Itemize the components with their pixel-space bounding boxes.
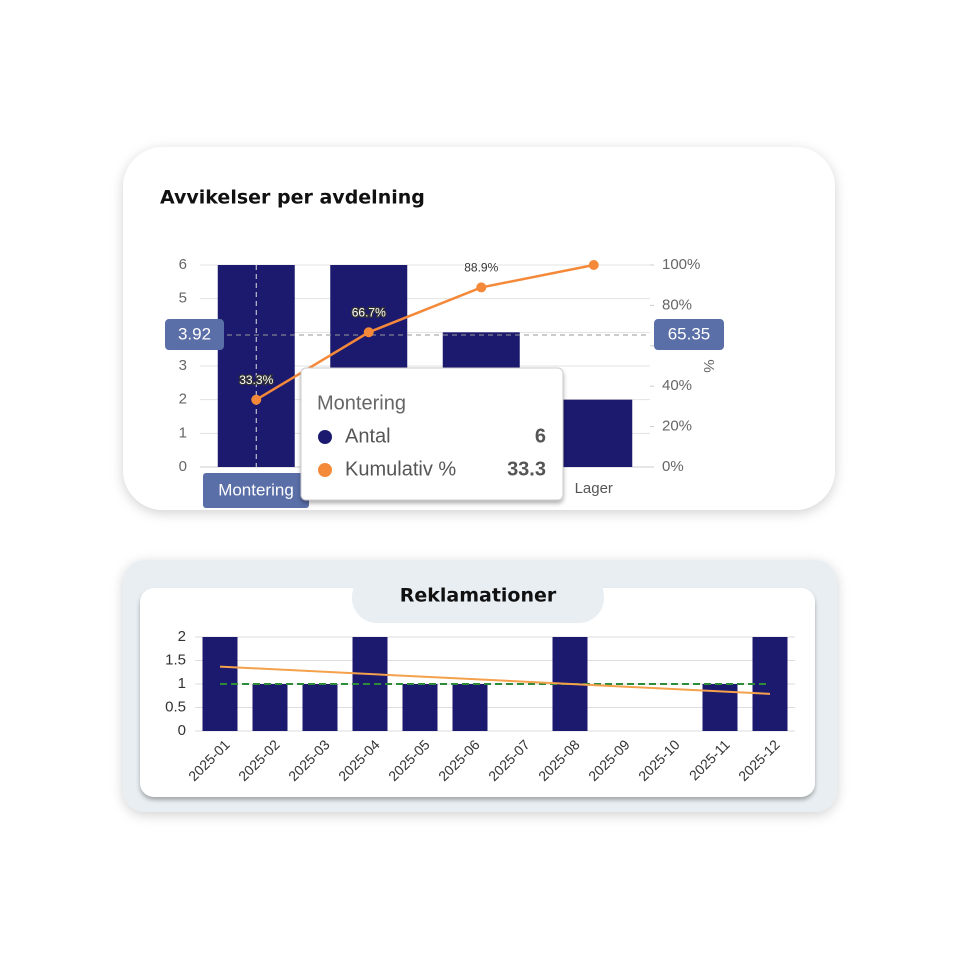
point: [588, 260, 599, 270]
bar: [252, 684, 288, 731]
y2-tick-label: 80%: [662, 296, 692, 313]
crosshair-label-box: [654, 319, 724, 351]
y-tick-label: 0: [178, 722, 186, 739]
bar: [402, 684, 438, 731]
point: [476, 282, 487, 293]
data-label: 88.9%: [464, 261, 498, 275]
data-label: 33.3%: [239, 373, 273, 387]
point: [251, 394, 262, 405]
data-label: 66.7%: [352, 305, 386, 319]
chart-title: Avvikelser per avdelning: [160, 187, 425, 209]
bar: [302, 684, 338, 731]
y-tick-label: 0.5: [165, 698, 186, 715]
y2-tick-label: 20%: [662, 418, 692, 435]
y-tick-label: 0: [179, 458, 187, 475]
tooltip-value: 6: [535, 425, 546, 447]
y2-axis-label: %: [700, 359, 717, 372]
y-tick-label: 1.5: [165, 651, 186, 668]
y-tick-label: 2: [178, 628, 186, 645]
title-tab: [352, 572, 604, 623]
y-tick-label: 1: [179, 424, 187, 441]
crosshair-label-box: [165, 319, 224, 351]
crosshair-y2-label: 65.35: [668, 325, 711, 344]
y-tick-label: 3: [179, 357, 187, 374]
data-label: 100%: [578, 238, 609, 252]
x-tick-label: Montering: [218, 480, 294, 499]
chart-title: Reklamationer: [400, 585, 557, 607]
tooltip-series-name: Kumulativ %: [345, 458, 456, 480]
tooltip-value: 33.3: [507, 458, 546, 480]
overlay-1: 01234560%20%40%60%80%100%%3.9265.35Monte…: [165, 256, 724, 508]
y2-tick-label: 0%: [662, 458, 684, 475]
line: [255, 263, 594, 401]
tooltip-title: Montering: [317, 392, 406, 414]
y-tick-label: 5: [179, 290, 187, 307]
point: [363, 327, 374, 338]
crosshair-y-label: 3.92: [178, 325, 211, 344]
y-tick-label: 6: [179, 256, 187, 273]
y2-tick-label: 40%: [662, 377, 692, 394]
tooltip-series-name: Antal: [345, 425, 391, 447]
tooltip: [300, 367, 564, 501]
tooltip-marker: [318, 463, 332, 477]
bar: [452, 684, 488, 731]
category-highlight: [203, 473, 309, 508]
bar: [555, 399, 633, 467]
y2-tick-label: 100%: [662, 256, 700, 273]
y-tick-label: 2: [179, 391, 187, 408]
trend-line: [219, 665, 771, 695]
y-tick-label: 1: [178, 675, 186, 692]
bar: [752, 637, 788, 731]
x-tick-label: Lager: [575, 480, 613, 497]
tooltip-marker: [318, 430, 332, 444]
